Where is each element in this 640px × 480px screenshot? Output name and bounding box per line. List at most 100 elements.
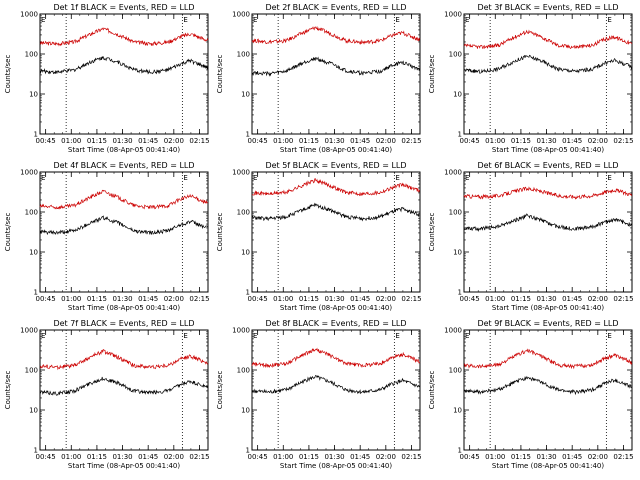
y-tick-label: 10	[241, 91, 250, 99]
y-axis-label: Counts/sec	[428, 371, 436, 410]
events-series	[251, 56, 421, 77]
x-axis-label: Start Time (08-Apr-05 00:41:40)	[492, 304, 604, 312]
events-series	[39, 376, 209, 396]
x-axis-label: Start Time (08-Apr-05 00:41:40)	[68, 462, 180, 470]
y-tick-label: 100	[25, 51, 38, 59]
x-tick-label: 01:45	[562, 295, 582, 303]
x-axis-label: Start Time (08-Apr-05 00:41:40)	[492, 462, 604, 470]
e-marker: E	[395, 16, 399, 24]
x-tick-label: 00:45	[460, 453, 480, 461]
x-axis-label: Start Time (08-Apr-05 00:41:40)	[68, 146, 180, 154]
x-tick-label: 01:15	[87, 295, 107, 303]
panel-9: Det 9f BLACK = Events, RED = LLD 1 10 100 10…	[428, 319, 634, 470]
x-tick-label: 02:00	[588, 295, 608, 303]
panel-4: Det 4f BLACK = Events, RED = LLD 1 10 100 10…	[4, 161, 210, 312]
x-tick-label: 00:45	[36, 295, 56, 303]
x-tick-label: 01:30	[112, 137, 132, 145]
x-tick-label: 01:30	[536, 137, 556, 145]
y-tick-label: 100	[237, 209, 250, 217]
y-axis-label: Counts/sec	[216, 371, 224, 410]
y-tick-label: 100	[449, 51, 462, 59]
x-tick-label: 00:45	[36, 137, 56, 145]
e-marker: E	[183, 16, 187, 24]
x-tick-label: 02:00	[376, 137, 396, 145]
x-tick-label: 02:00	[164, 453, 184, 461]
y-tick-label: 1	[458, 131, 462, 139]
x-tick-label: 02:15	[613, 295, 633, 303]
x-tick-label: 01:30	[112, 295, 132, 303]
y-tick-label: 100	[237, 51, 250, 59]
events-series	[251, 202, 420, 222]
x-tick-label: 01:15	[87, 453, 107, 461]
lld-series	[251, 347, 421, 369]
x-tick-label: 01:00	[273, 137, 293, 145]
lld-series	[39, 189, 209, 210]
y-tick-label: 1000	[444, 327, 462, 335]
x-tick-label: 00:45	[36, 453, 56, 461]
y-tick-label: 10	[241, 249, 250, 257]
y-tick-label: 100	[25, 209, 38, 217]
events-series	[251, 374, 421, 395]
panel-6: Det 6f BLACK = Events, RED = LLD 1 10 100 10…	[428, 161, 634, 312]
y-tick-label: 1000	[232, 169, 250, 177]
lld-series	[251, 178, 421, 197]
e-marker: E	[41, 332, 45, 340]
panel-title: Det 6f BLACK = Events, RED = LLD	[477, 161, 618, 170]
x-tick-label: 02:15	[401, 453, 421, 461]
panel-8: Det 8f BLACK = Events, RED = LLD 1 10 100 10…	[216, 319, 422, 470]
x-tick-label: 02:00	[376, 453, 396, 461]
y-tick-label: 1	[458, 289, 462, 297]
events-series	[463, 213, 633, 233]
e-marker: E	[607, 16, 611, 24]
y-tick-label: 1000	[20, 169, 38, 177]
y-tick-label: 1000	[444, 169, 462, 177]
x-tick-label: 02:00	[376, 295, 396, 303]
x-tick-label: 02:15	[189, 137, 209, 145]
y-tick-label: 1	[34, 131, 38, 139]
x-tick-label: 02:15	[189, 453, 209, 461]
x-tick-label: 01:00	[61, 453, 81, 461]
e-marker: E	[607, 174, 611, 182]
panel-title: Det 4f BLACK = Events, RED = LLD	[53, 161, 194, 170]
e-marker: E	[465, 16, 469, 24]
events-series	[39, 55, 209, 75]
events-series	[39, 215, 209, 236]
x-tick-label: 01:45	[138, 295, 158, 303]
e-marker: E	[41, 174, 45, 182]
x-tick-label: 01:45	[350, 137, 370, 145]
x-tick-label: 02:15	[401, 137, 421, 145]
x-tick-label: 02:00	[588, 137, 608, 145]
e-marker: E	[607, 332, 611, 340]
e-marker: E	[183, 174, 187, 182]
y-tick-label: 1000	[444, 11, 462, 19]
y-tick-label: 1000	[232, 11, 250, 19]
e-marker: E	[253, 16, 257, 24]
panel-5: Det 5f BLACK = Events, RED = LLD 1 10 100 10…	[216, 161, 422, 312]
y-tick-label: 10	[29, 249, 38, 257]
x-tick-label: 01:15	[299, 137, 319, 145]
y-tick-label: 1	[246, 447, 250, 455]
panel-2: Det 2f BLACK = Events, RED = LLD 1 10 100 10…	[216, 3, 422, 154]
x-tick-label: 01:00	[273, 453, 293, 461]
e-marker: E	[41, 16, 45, 24]
y-axis-label: Counts/sec	[216, 213, 224, 252]
y-axis-label: Counts/sec	[428, 213, 436, 252]
y-tick-label: 10	[453, 249, 462, 257]
plot-frame	[251, 171, 421, 293]
x-tick-label: 00:45	[460, 295, 480, 303]
y-tick-label: 10	[453, 91, 462, 99]
x-axis-label: Start Time (08-Apr-05 00:41:40)	[280, 304, 392, 312]
y-tick-label: 10	[241, 407, 250, 415]
x-tick-label: 02:15	[613, 137, 633, 145]
x-tick-label: 02:00	[164, 295, 184, 303]
y-tick-label: 1	[246, 131, 250, 139]
panel-3: Det 3f BLACK = Events, RED = LLD 1 10 100 10…	[428, 3, 634, 154]
x-tick-label: 01:45	[562, 137, 582, 145]
lld-series	[463, 186, 633, 200]
e-marker: E	[253, 174, 257, 182]
y-tick-label: 1000	[20, 327, 38, 335]
x-tick-label: 01:45	[138, 453, 158, 461]
lld-series	[463, 348, 633, 370]
